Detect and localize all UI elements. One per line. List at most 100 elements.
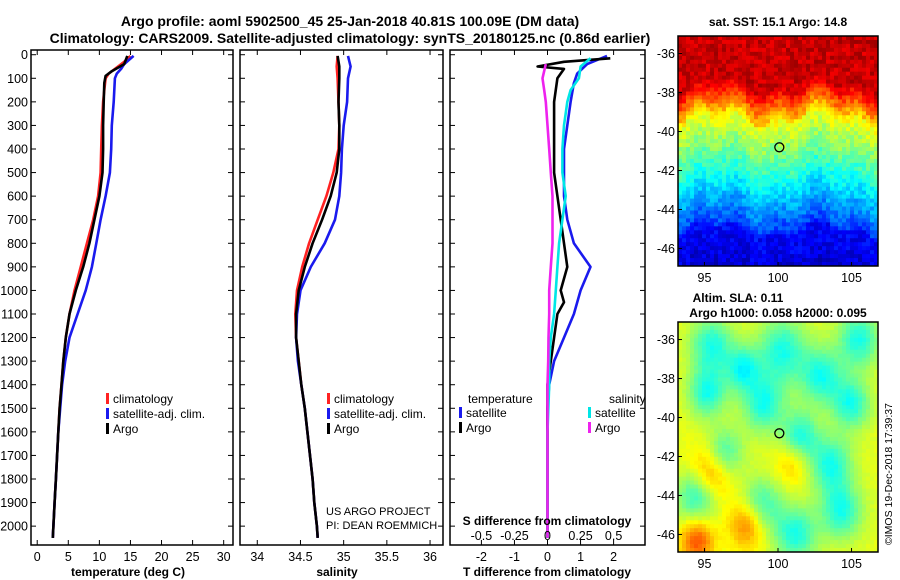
- map-cell: [730, 226, 735, 231]
- map-cell: [750, 405, 755, 410]
- map-cell: [770, 397, 775, 402]
- map-cell: [826, 345, 831, 351]
- map-cell: [794, 83, 799, 89]
- map-cell: [802, 83, 807, 89]
- map-cell: [730, 202, 735, 208]
- map-cell: [846, 322, 851, 327]
- map-cell: [790, 166, 795, 172]
- map-cell: [778, 59, 783, 65]
- map-cell: [690, 154, 695, 160]
- map-cell: [714, 151, 719, 156]
- map-cell: [786, 444, 791, 450]
- map-cell: [762, 226, 767, 231]
- map-cell: [682, 448, 687, 454]
- map-cell: [702, 147, 707, 152]
- map-cell: [710, 71, 715, 77]
- map-cell: [730, 67, 735, 73]
- map-cell: [746, 440, 751, 446]
- map-cell: [718, 194, 723, 200]
- map-cell: [778, 437, 783, 442]
- map-cell: [686, 99, 691, 104]
- map-cell: [690, 242, 695, 247]
- map-cell: [762, 349, 767, 355]
- map-cell: [874, 103, 879, 108]
- map-cell: [742, 210, 747, 215]
- legend-label-argo: Argo: [334, 422, 360, 436]
- map-cell: [706, 162, 711, 168]
- map-cell: [710, 345, 715, 351]
- map-cell: [682, 413, 687, 418]
- map-cell: [870, 234, 875, 239]
- map-cell: [818, 401, 823, 406]
- map-cell: [702, 59, 707, 65]
- legend-swatch-climatology: [327, 393, 330, 404]
- legend-swatch-temp-satellite: [459, 407, 462, 418]
- map-cell: [782, 230, 787, 235]
- map-cell: [854, 107, 859, 112]
- map-cell: [846, 43, 851, 49]
- map-cell: [858, 333, 863, 339]
- map-cell: [838, 162, 843, 168]
- map-cell: [818, 154, 823, 160]
- map-cell: [774, 119, 779, 124]
- map-cell: [730, 448, 735, 454]
- map-cell: [786, 222, 791, 227]
- map-cell: [726, 333, 731, 339]
- map-cell: [874, 409, 879, 414]
- map-cell: [762, 182, 767, 188]
- map-cell: [826, 425, 831, 430]
- map-cell: [838, 67, 843, 73]
- map-cell: [822, 59, 827, 65]
- map-cell: [818, 222, 823, 227]
- map-cell: [698, 83, 703, 89]
- map-cell: [794, 421, 799, 426]
- map-cell: [730, 115, 735, 120]
- map-cell: [782, 417, 787, 422]
- map-cell: [838, 373, 843, 379]
- map-cell: [866, 337, 871, 343]
- map-cell: [818, 147, 823, 152]
- map-cell: [686, 166, 691, 172]
- map-cell: [782, 135, 787, 140]
- map-cell: [710, 36, 715, 41]
- map-cell: [738, 226, 743, 231]
- map-cell: [842, 337, 847, 343]
- map-cell: [770, 381, 775, 386]
- map-cell: [730, 437, 735, 442]
- map-cell: [866, 353, 871, 359]
- map-cell: [874, 123, 879, 128]
- map-cell: [754, 246, 759, 251]
- map-cell: [694, 452, 699, 458]
- map-cell: [682, 262, 687, 267]
- map-cell: [782, 119, 787, 124]
- map-cell: [786, 341, 791, 347]
- map-cell: [858, 444, 863, 450]
- map-cell: [778, 71, 783, 77]
- map-cell: [806, 170, 811, 176]
- map-cell: [706, 429, 711, 434]
- map-cell: [778, 151, 783, 156]
- map-cell: [862, 186, 867, 192]
- map-cell: [758, 250, 763, 255]
- map-cell: [874, 361, 879, 367]
- map-cell: [810, 107, 815, 112]
- map-cell: [722, 115, 727, 120]
- map-cell: [774, 115, 779, 120]
- map-cell: [770, 405, 775, 410]
- map-cell: [858, 413, 863, 418]
- map-cell: [790, 385, 795, 390]
- map-cell: [826, 329, 831, 335]
- map-cell: [866, 238, 871, 243]
- map-cell: [682, 202, 687, 208]
- map-cell: [786, 47, 791, 53]
- map-cell: [710, 63, 715, 69]
- map-cell: [846, 440, 851, 446]
- map-cell: [822, 115, 827, 120]
- map-cell: [714, 325, 719, 331]
- map-cell: [846, 51, 851, 57]
- map-cell: [782, 254, 787, 259]
- map-cell: [770, 242, 775, 247]
- map-cell: [738, 151, 743, 156]
- map-cell: [778, 421, 783, 426]
- map-cell: [830, 36, 835, 41]
